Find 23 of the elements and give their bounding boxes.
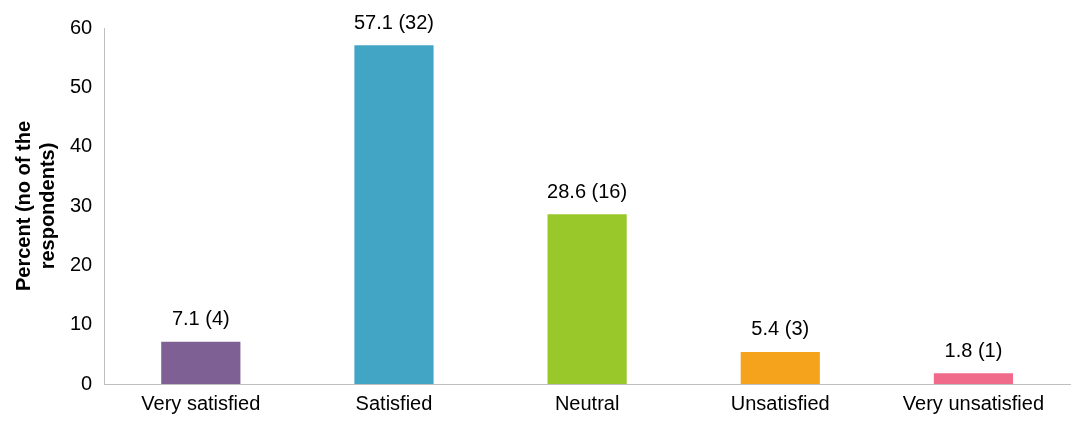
x-tick-label: Unsatisfied xyxy=(730,391,830,414)
y-tick-label: 30 xyxy=(70,193,93,216)
data-label: 5.4 (3) xyxy=(751,317,810,340)
bar xyxy=(933,373,1014,384)
y-tick-label: 20 xyxy=(70,252,93,275)
bar xyxy=(161,341,241,384)
x-tick-label: Very unsatisfied xyxy=(902,391,1045,414)
bar xyxy=(547,214,627,384)
y-tick-label: 10 xyxy=(70,312,93,335)
y-tick-label: 40 xyxy=(70,134,93,157)
data-label: 28.6 (16) xyxy=(547,179,628,202)
bar xyxy=(354,45,434,384)
data-label: 1.8 (1) xyxy=(944,338,1003,361)
x-tick-label: Satisfied xyxy=(355,391,433,414)
x-tick-label: Neutral xyxy=(554,391,620,414)
bar xyxy=(740,351,820,384)
y-axis-title: Percent (no of the respondents) xyxy=(11,120,58,292)
y-tick-label: 50 xyxy=(70,74,93,97)
data-label: 57.1 (32) xyxy=(353,10,434,33)
data-label: 7.1 (4) xyxy=(171,307,230,330)
y-tick-label: 0 xyxy=(81,371,93,394)
y-tick-label: 60 xyxy=(70,15,93,38)
x-tick-label: Very satisfied xyxy=(141,391,261,414)
